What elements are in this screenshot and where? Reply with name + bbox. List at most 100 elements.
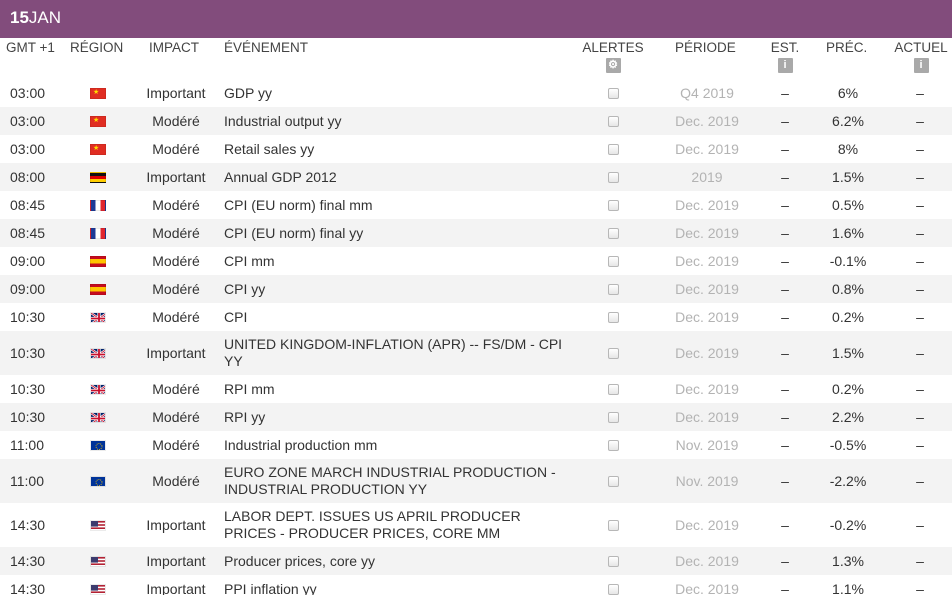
table-row[interactable]: 10:30 Modéré CPI Dec. 2019 – 0.2% – (0, 303, 952, 331)
table-row[interactable]: 10:30 Modéré RPI mm Dec. 2019 – 0.2% – (0, 375, 952, 403)
col-prev-header[interactable]: PRÉC. (826, 40, 868, 55)
table-row[interactable]: 14:30 Important LABOR DEPT. ISSUES US APRI… (0, 503, 952, 547)
table-row[interactable]: 08:00 Important Annual GDP 2012 2019 – 1.5% – (0, 163, 952, 191)
impact-level: Modéré (152, 253, 200, 269)
event-estimate: – (781, 581, 789, 595)
impact-level: Modéré (152, 437, 200, 453)
alert-checkbox[interactable] (607, 439, 619, 451)
region-cell (89, 575, 107, 595)
table-row[interactable]: 03:00 Modéré Retail sales yy Dec. 2019 – 8% – (0, 135, 952, 163)
table-row[interactable]: 11:00 Modéré Industrial production mm Nov. … (0, 431, 952, 459)
impact-level: Modéré (152, 225, 200, 241)
alert-cell (605, 503, 621, 547)
event-period: Dec. 2019 (675, 309, 739, 325)
event-name[interactable]: EURO ZONE MARCH INDUSTRIAL PRODUCTION - … (224, 459, 569, 503)
event-name[interactable]: GDP yy (224, 79, 569, 107)
table-row[interactable]: 11:00 Modéré EURO ZONE MARCH INDUSTRIAL PR… (0, 459, 952, 503)
info-icon[interactable]: i (913, 58, 929, 73)
event-name[interactable]: UNITED KINGDOM-INFLATION (APR) -- FS/DM … (224, 331, 569, 375)
alert-cell (605, 191, 621, 219)
alert-checkbox[interactable] (607, 143, 619, 155)
event-period: Dec. 2019 (675, 581, 739, 595)
table-row[interactable]: 09:00 Modéré CPI mm Dec. 2019 – -0.1% – (0, 247, 952, 275)
region-cell (89, 275, 107, 303)
event-name[interactable]: RPI mm (224, 375, 569, 403)
event-time: 08:45 (10, 197, 46, 213)
event-actual: – (916, 553, 924, 569)
event-time: 08:00 (10, 169, 46, 185)
col-region-header[interactable]: RÉGION (70, 40, 124, 55)
event-time: 14:30 (10, 581, 46, 595)
alert-checkbox[interactable] (607, 87, 619, 99)
event-name[interactable]: CPI mm (224, 247, 569, 275)
event-name[interactable]: PPI inflation yy (224, 575, 569, 595)
alert-checkbox[interactable] (607, 583, 619, 595)
col-actual-label[interactable]: ACTUEL (894, 40, 948, 55)
alert-checkbox[interactable] (607, 519, 619, 531)
alert-checkbox[interactable] (607, 411, 619, 423)
event-actual: – (916, 517, 924, 533)
event-name[interactable]: CPI (224, 303, 569, 331)
alert-checkbox[interactable] (607, 115, 619, 127)
col-impact-header[interactable]: IMPACT (149, 40, 199, 55)
region-cell (89, 331, 107, 375)
alert-checkbox[interactable] (607, 255, 619, 267)
table-row[interactable]: 08:45 Modéré CPI (EU norm) final yy Dec. 20… (0, 219, 952, 247)
event-actual: – (916, 197, 924, 213)
table-row[interactable]: 14:30 Important PPI inflation yy Dec. 2019 –… (0, 575, 952, 595)
event-previous: -0.2% (829, 517, 867, 533)
event-name[interactable]: Industrial output yy (224, 107, 569, 135)
alert-cell (605, 303, 621, 331)
table-row[interactable]: 03:00 Important GDP yy Q4 2019 – 6% – (0, 79, 952, 107)
us-flag-icon (90, 555, 106, 567)
event-name[interactable]: CPI (EU norm) final mm (224, 191, 569, 219)
table-row[interactable]: 14:30 Important Producer prices, core yy De… (0, 547, 952, 575)
event-name[interactable]: Producer prices, core yy (224, 547, 569, 575)
event-name[interactable]: Retail sales yy (224, 135, 569, 163)
alert-checkbox[interactable] (607, 347, 619, 359)
event-name-text: GDP yy (224, 84, 272, 101)
impact-level: Modéré (152, 113, 200, 129)
event-name[interactable]: CPI (EU norm) final yy (224, 219, 569, 247)
event-time: 11:00 (10, 437, 44, 453)
event-previous: 0.8% (832, 281, 864, 297)
event-name-text: Retail sales yy (224, 140, 315, 157)
region-cell (89, 135, 107, 163)
table-row[interactable]: 08:45 Modéré CPI (EU norm) final mm Dec. 20… (0, 191, 952, 219)
alert-checkbox[interactable] (607, 171, 619, 183)
alert-checkbox[interactable] (607, 475, 619, 487)
col-est-label[interactable]: EST. (770, 40, 800, 55)
info-icon[interactable]: i (777, 58, 793, 73)
table-row[interactable]: 10:30 Important UNITED KINGDOM-INFLATION (… (0, 331, 952, 375)
event-period: Dec. 2019 (675, 225, 739, 241)
alert-checkbox[interactable] (607, 199, 619, 211)
alert-checkbox[interactable] (607, 283, 619, 295)
event-name-text: CPI yy (224, 280, 266, 297)
table-row[interactable]: 10:30 Modéré RPI yy Dec. 2019 – 2.2% – (0, 403, 952, 431)
col-event-header[interactable]: ÉVÉNEMENT (224, 40, 309, 55)
col-gmt-header[interactable]: GMT +1 (6, 40, 55, 55)
alert-checkbox[interactable] (607, 383, 619, 395)
event-name[interactable]: Industrial production mm (224, 431, 569, 459)
event-name-text: CPI (224, 308, 248, 325)
col-period-header[interactable]: PÉRIODE (675, 40, 736, 55)
table-row[interactable]: 03:00 Modéré Industrial output yy Dec. 2019… (0, 107, 952, 135)
event-name[interactable]: LABOR DEPT. ISSUES US APRIL PRODUCER PRI… (224, 503, 569, 547)
col-alerts-label[interactable]: ALERTES (582, 40, 644, 55)
event-name[interactable]: Annual GDP 2012 (224, 163, 569, 191)
table-row[interactable]: 09:00 Modéré CPI yy Dec. 2019 – 0.8% – (0, 275, 952, 303)
eu-flag-icon (90, 439, 106, 451)
alert-cell (605, 247, 621, 275)
alert-checkbox[interactable] (607, 311, 619, 323)
alert-checkbox[interactable] (607, 227, 619, 239)
event-name[interactable]: RPI yy (224, 403, 569, 431)
event-name[interactable]: CPI yy (224, 275, 569, 303)
event-previous: -0.5% (829, 437, 867, 453)
alert-checkbox[interactable] (607, 555, 619, 567)
alert-cell (605, 219, 621, 247)
event-period: Dec. 2019 (675, 253, 739, 269)
impact-level: Modéré (152, 141, 200, 157)
impact-level: Important (146, 169, 206, 185)
gear-icon[interactable]: ⚙ (605, 58, 621, 73)
event-name-text: CPI mm (224, 252, 275, 269)
